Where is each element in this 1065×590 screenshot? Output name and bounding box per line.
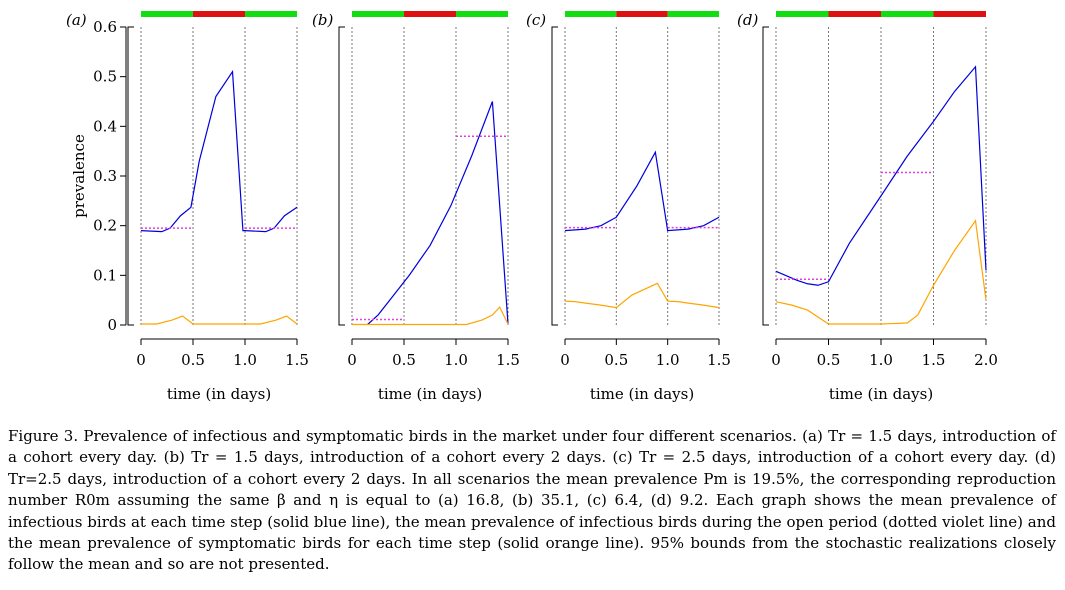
market-open-bar	[456, 11, 508, 17]
panel-d: 0 0.5 1.0 1.5 2.0 time (in days) (d)	[125, 11, 998, 403]
figure-label: Figure 3.	[8, 427, 79, 445]
x-axis-title: time (in days)	[167, 385, 271, 403]
market-closed-bar	[193, 11, 245, 17]
symptomatic-line	[775, 219, 987, 325]
x-tick-label: 1.5	[285, 351, 309, 369]
market-open-bar	[565, 11, 617, 17]
market-open-bar	[881, 11, 934, 17]
market-closed-bar	[828, 11, 881, 17]
x-tick-label: 1.5	[922, 351, 946, 369]
frame-left-bracket	[762, 26, 769, 326]
infectious-line	[564, 150, 720, 232]
figure-caption: Figure 3. Prevalence of infectious and s…	[8, 426, 1056, 576]
frame-left-bracket	[127, 26, 134, 326]
panel-label: (a)	[66, 11, 87, 29]
x-axis-title: time (in days)	[590, 385, 694, 403]
frame-left-bracket	[551, 26, 558, 326]
y-tick-label: 0.6	[93, 18, 117, 36]
spacer	[339, 27, 343, 325]
panel-label: (b)	[312, 11, 333, 29]
x-tick-label: 2.0	[974, 351, 998, 369]
x-tick-label: 1.0	[444, 351, 468, 369]
x-tick-label: 0	[771, 351, 781, 369]
x-tick-label: 1.0	[869, 351, 893, 369]
spacer	[552, 27, 556, 325]
market-closed-bar	[616, 11, 668, 17]
market-open-bar	[667, 11, 719, 17]
x-tick-label: 0.5	[604, 351, 628, 369]
y-tick-label: 0.1	[93, 266, 117, 284]
infectious-line	[367, 101, 509, 325]
symptomatic-line	[141, 315, 298, 325]
y-tick-label: 0.4	[93, 117, 117, 135]
x-axis-title: time (in days)	[378, 385, 482, 403]
x-tick-label: 0.5	[181, 351, 205, 369]
x-tick-label: 0	[560, 351, 570, 369]
market-open-bar	[776, 11, 829, 17]
caption-text: Prevalence of infectious and symptomatic…	[8, 427, 1056, 574]
x-tick-label: 0	[347, 351, 357, 369]
panel-a: 0 0.1 0.2 0.3 0.4 0.5 0.6 0 0.5 1.0 1.5 time (in da…	[66, 11, 309, 403]
figure: prevalence 0 0.1 0.2 0.3 0.4 0.5 0.6 0 0.5 1.0 1.5 t…	[66, 11, 998, 403]
y-tick-label: 0.5	[93, 68, 117, 86]
market-closed-bar	[404, 11, 456, 17]
y-tick-label: 0.2	[93, 217, 117, 235]
x-tick-label: 1.0	[656, 351, 680, 369]
y-tick-label: 0	[107, 316, 117, 334]
frame-left-bracket	[338, 26, 345, 326]
spacer	[763, 27, 767, 325]
infectious-line	[775, 65, 987, 286]
x-tick-label: 0	[136, 351, 146, 369]
panel-label: (d)	[737, 11, 758, 29]
panel-label: (c)	[526, 11, 546, 29]
x-tick-label: 0.5	[392, 351, 416, 369]
x-tick-label: 1.0	[233, 351, 257, 369]
market-open-bar	[245, 11, 297, 17]
y-tick-label: 0.3	[93, 167, 117, 185]
symptomatic-line	[564, 282, 720, 309]
symptomatic-line	[352, 306, 509, 326]
infectious-line	[140, 69, 298, 233]
market-open-bar	[352, 11, 404, 17]
panel-b: 0 0.5 1.0 1.5 time (in days) (b)	[125, 11, 520, 403]
y-axis-title: prevalence	[70, 134, 88, 218]
x-tick-label: 0.5	[817, 351, 841, 369]
market-open-bar	[141, 11, 193, 17]
market-closed-bar	[933, 11, 986, 17]
x-axis-title: time (in days)	[829, 385, 933, 403]
x-tick-label: 1.5	[707, 351, 731, 369]
x-tick-label: 1.5	[496, 351, 520, 369]
panel-c: 0 0.5 1.0 1.5 time (in days) (c)	[125, 11, 731, 403]
